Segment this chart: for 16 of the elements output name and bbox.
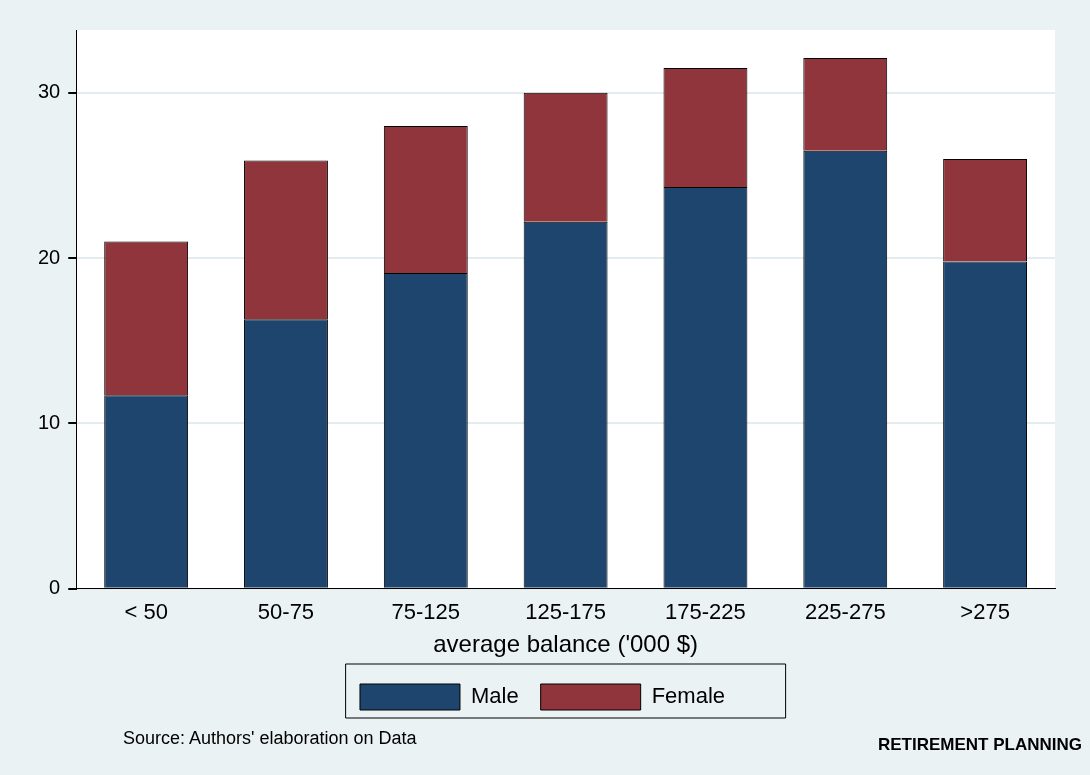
- legend-label: Female: [651, 683, 726, 709]
- x-tick-label: 225-275: [804, 599, 886, 625]
- x-tick-label: >275: [960, 599, 1010, 625]
- text: RETIREMENT PLANNING: [878, 735, 1082, 755]
- y-tick-label: 30: [38, 80, 61, 103]
- legend-label: Male: [470, 683, 519, 709]
- x-tick-label: 125-175: [525, 599, 606, 625]
- x-tick-label: 50-75: [257, 599, 315, 625]
- y-tick-label: 0: [49, 576, 61, 599]
- x-tick-label: 75-125: [391, 599, 461, 625]
- x-tick-label: < 50: [124, 599, 168, 625]
- x-axis-title: average balance ('000 $): [433, 630, 699, 658]
- source-note: Source: Authors' elaboration on Data: [123, 728, 417, 749]
- x-tick-label: 175-225: [665, 599, 746, 625]
- y-tick-label: 20: [38, 245, 61, 268]
- y-tick-label: 10: [38, 410, 61, 433]
